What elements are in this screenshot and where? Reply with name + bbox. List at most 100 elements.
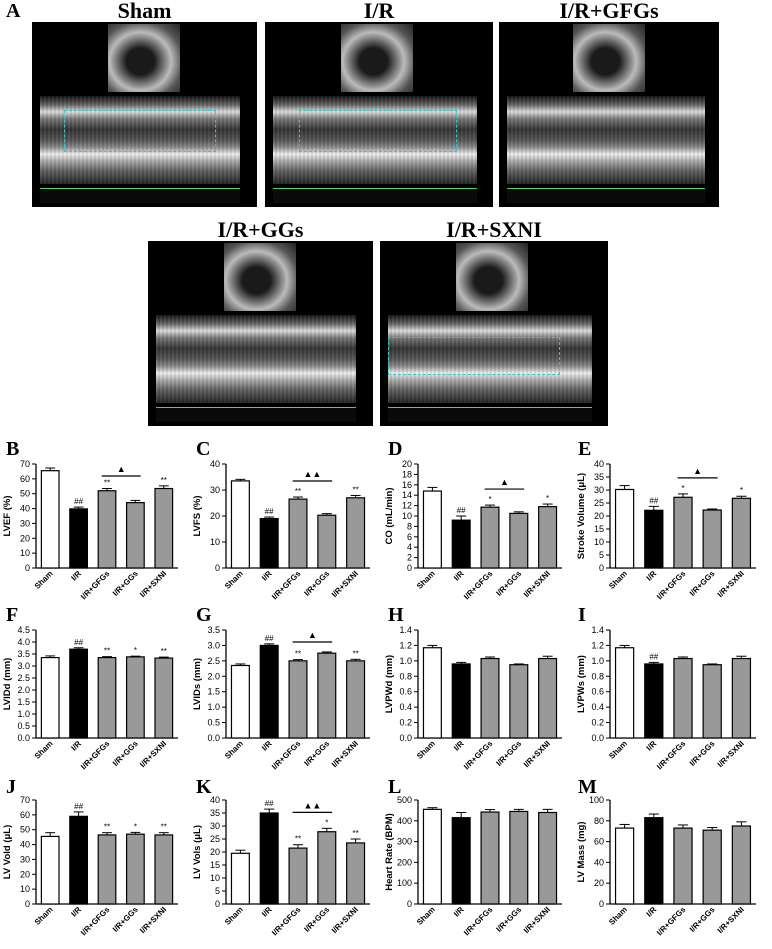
x-tick-label: Sham bbox=[223, 569, 245, 591]
y-axis-label: LVPWs (mm) bbox=[576, 655, 587, 713]
significance-mark: * bbox=[681, 484, 684, 493]
bar bbox=[673, 827, 693, 905]
y-tick-label: 10 bbox=[594, 537, 604, 547]
echo-title-ir-sxni: I/R+SXNI bbox=[446, 217, 542, 242]
y-tick-label: 400 bbox=[397, 816, 412, 826]
y-tick-label: 0.0 bbox=[17, 733, 30, 743]
bracket-label: ▲▲ bbox=[303, 469, 321, 479]
x-tick-label: I/R+GFGs bbox=[79, 569, 112, 602]
x-tick-label: I/R+GGs bbox=[494, 739, 523, 768]
x-tick-label: I/R+GFGs bbox=[655, 905, 688, 938]
y-tick-label: 40 bbox=[20, 840, 30, 850]
y-tick-label: 8 bbox=[407, 521, 412, 531]
y-axis-label: LVIDd (mm) bbox=[2, 658, 13, 711]
bar bbox=[125, 833, 145, 905]
bar bbox=[346, 660, 366, 739]
x-tick-label: I/R bbox=[645, 569, 659, 583]
x-tick-label: I/R+GFGs bbox=[270, 569, 303, 602]
bar bbox=[451, 663, 471, 739]
y-tick-label: 0.2 bbox=[399, 718, 412, 728]
y-tick-label: 80 bbox=[594, 816, 604, 826]
bar bbox=[230, 664, 250, 739]
x-tick-label: Sham bbox=[415, 739, 437, 761]
x-tick-label: I/R bbox=[452, 739, 466, 753]
y-tick-label: 10 bbox=[402, 511, 412, 521]
y-tick-label: 40 bbox=[210, 459, 220, 469]
panel-letter-l: L bbox=[388, 776, 402, 798]
y-tick-label: 25 bbox=[210, 834, 220, 844]
bar bbox=[97, 656, 117, 739]
x-tick-label: Sham bbox=[33, 905, 55, 927]
x-tick-label: I/R+GFGs bbox=[79, 739, 112, 772]
x-tick-label: I/R+GGs bbox=[494, 569, 523, 598]
y-tick-label: 15 bbox=[594, 524, 604, 534]
y-tick-label: 1.4 bbox=[399, 625, 412, 635]
x-tick-label: I/R+SXNI bbox=[138, 905, 168, 935]
significance-mark: * bbox=[546, 494, 549, 503]
y-tick-label: 16 bbox=[402, 480, 412, 490]
bar bbox=[644, 663, 664, 739]
panel-letter-f: F bbox=[6, 604, 19, 626]
significance-mark: ** bbox=[161, 647, 167, 656]
x-tick-label: Sham bbox=[223, 905, 245, 927]
y-tick-label: 4 bbox=[407, 542, 412, 552]
panel-letter-a: A bbox=[6, 0, 21, 22]
panel-letter-m: M bbox=[578, 776, 597, 798]
significance-mark: * bbox=[134, 646, 137, 655]
y-tick-label: 10 bbox=[20, 548, 30, 558]
x-tick-label: I/R+GGs bbox=[111, 569, 140, 598]
bar bbox=[125, 502, 145, 569]
bar bbox=[644, 509, 664, 569]
x-tick-label: I/R+SXNI bbox=[138, 569, 168, 599]
y-tick-label: 70 bbox=[20, 459, 30, 469]
bar bbox=[614, 488, 635, 569]
bar bbox=[422, 490, 442, 569]
x-tick-label: Sham bbox=[33, 739, 55, 761]
chart-lv-mass: 0 20 40 60 80 100 LV Mass (mg) Sham I/R I/R+GFGs I… bbox=[574, 786, 768, 944]
echo-title-ir-ggs: I/R+GGs bbox=[217, 217, 304, 242]
x-tick-label: I/R+GFGs bbox=[79, 905, 112, 938]
bar bbox=[509, 512, 529, 569]
x-tick-label: Sham bbox=[607, 739, 629, 761]
y-tick-label: 3.0 bbox=[17, 661, 30, 671]
bar bbox=[288, 498, 308, 569]
bar bbox=[288, 660, 308, 739]
y-tick-label: 0.0 bbox=[207, 733, 220, 743]
bar bbox=[422, 647, 442, 739]
bar bbox=[40, 835, 60, 905]
x-tick-label: I/R+SXNI bbox=[138, 739, 168, 769]
bar bbox=[259, 644, 279, 739]
x-tick-label: I/R bbox=[645, 739, 659, 753]
x-tick-label: I/R+GFGs bbox=[462, 739, 495, 772]
bar bbox=[97, 490, 117, 569]
bar bbox=[480, 506, 500, 569]
bar bbox=[125, 656, 145, 739]
y-axis-label: LV Vold (μL) bbox=[2, 825, 13, 880]
significance-mark: ## bbox=[649, 496, 658, 505]
y-tick-label: 4.0 bbox=[17, 637, 30, 647]
bar bbox=[422, 808, 442, 905]
x-tick-label: I/R+GGs bbox=[688, 739, 717, 768]
y-tick-label: 1.2 bbox=[399, 640, 412, 650]
y-tick-label: 1.0 bbox=[207, 702, 220, 712]
y-axis-label: LVIDs (mm) bbox=[192, 658, 203, 710]
x-tick-label: I/R+GGs bbox=[302, 739, 331, 768]
y-tick-label: 2.0 bbox=[207, 671, 220, 681]
y-tick-label: 20 bbox=[210, 847, 220, 857]
bar bbox=[40, 656, 60, 739]
bar bbox=[509, 664, 529, 739]
y-axis-label: LV Vols (μL) bbox=[192, 825, 203, 879]
y-tick-label: 1.5 bbox=[17, 697, 30, 707]
chart-stroke-volume: 0 5 10 15 20 25 30 35 40 Stroke Volume (μL) Sham ##… bbox=[574, 450, 768, 608]
significance-mark: ** bbox=[295, 650, 301, 659]
y-axis-label: LVEF (%) bbox=[2, 496, 13, 537]
panel-letter-b: B bbox=[6, 438, 20, 460]
x-tick-label: I/R+GFGs bbox=[270, 739, 303, 772]
panel-letter-h: H bbox=[388, 604, 404, 626]
panel-letter-k: K bbox=[196, 776, 212, 798]
x-tick-label: I/R+GGs bbox=[688, 905, 717, 934]
significance-mark: ** bbox=[295, 835, 301, 844]
y-axis-label: Stroke Volume (μL) bbox=[576, 473, 587, 559]
significance-mark: ## bbox=[74, 497, 83, 506]
y-tick-label: 1.4 bbox=[591, 625, 604, 635]
